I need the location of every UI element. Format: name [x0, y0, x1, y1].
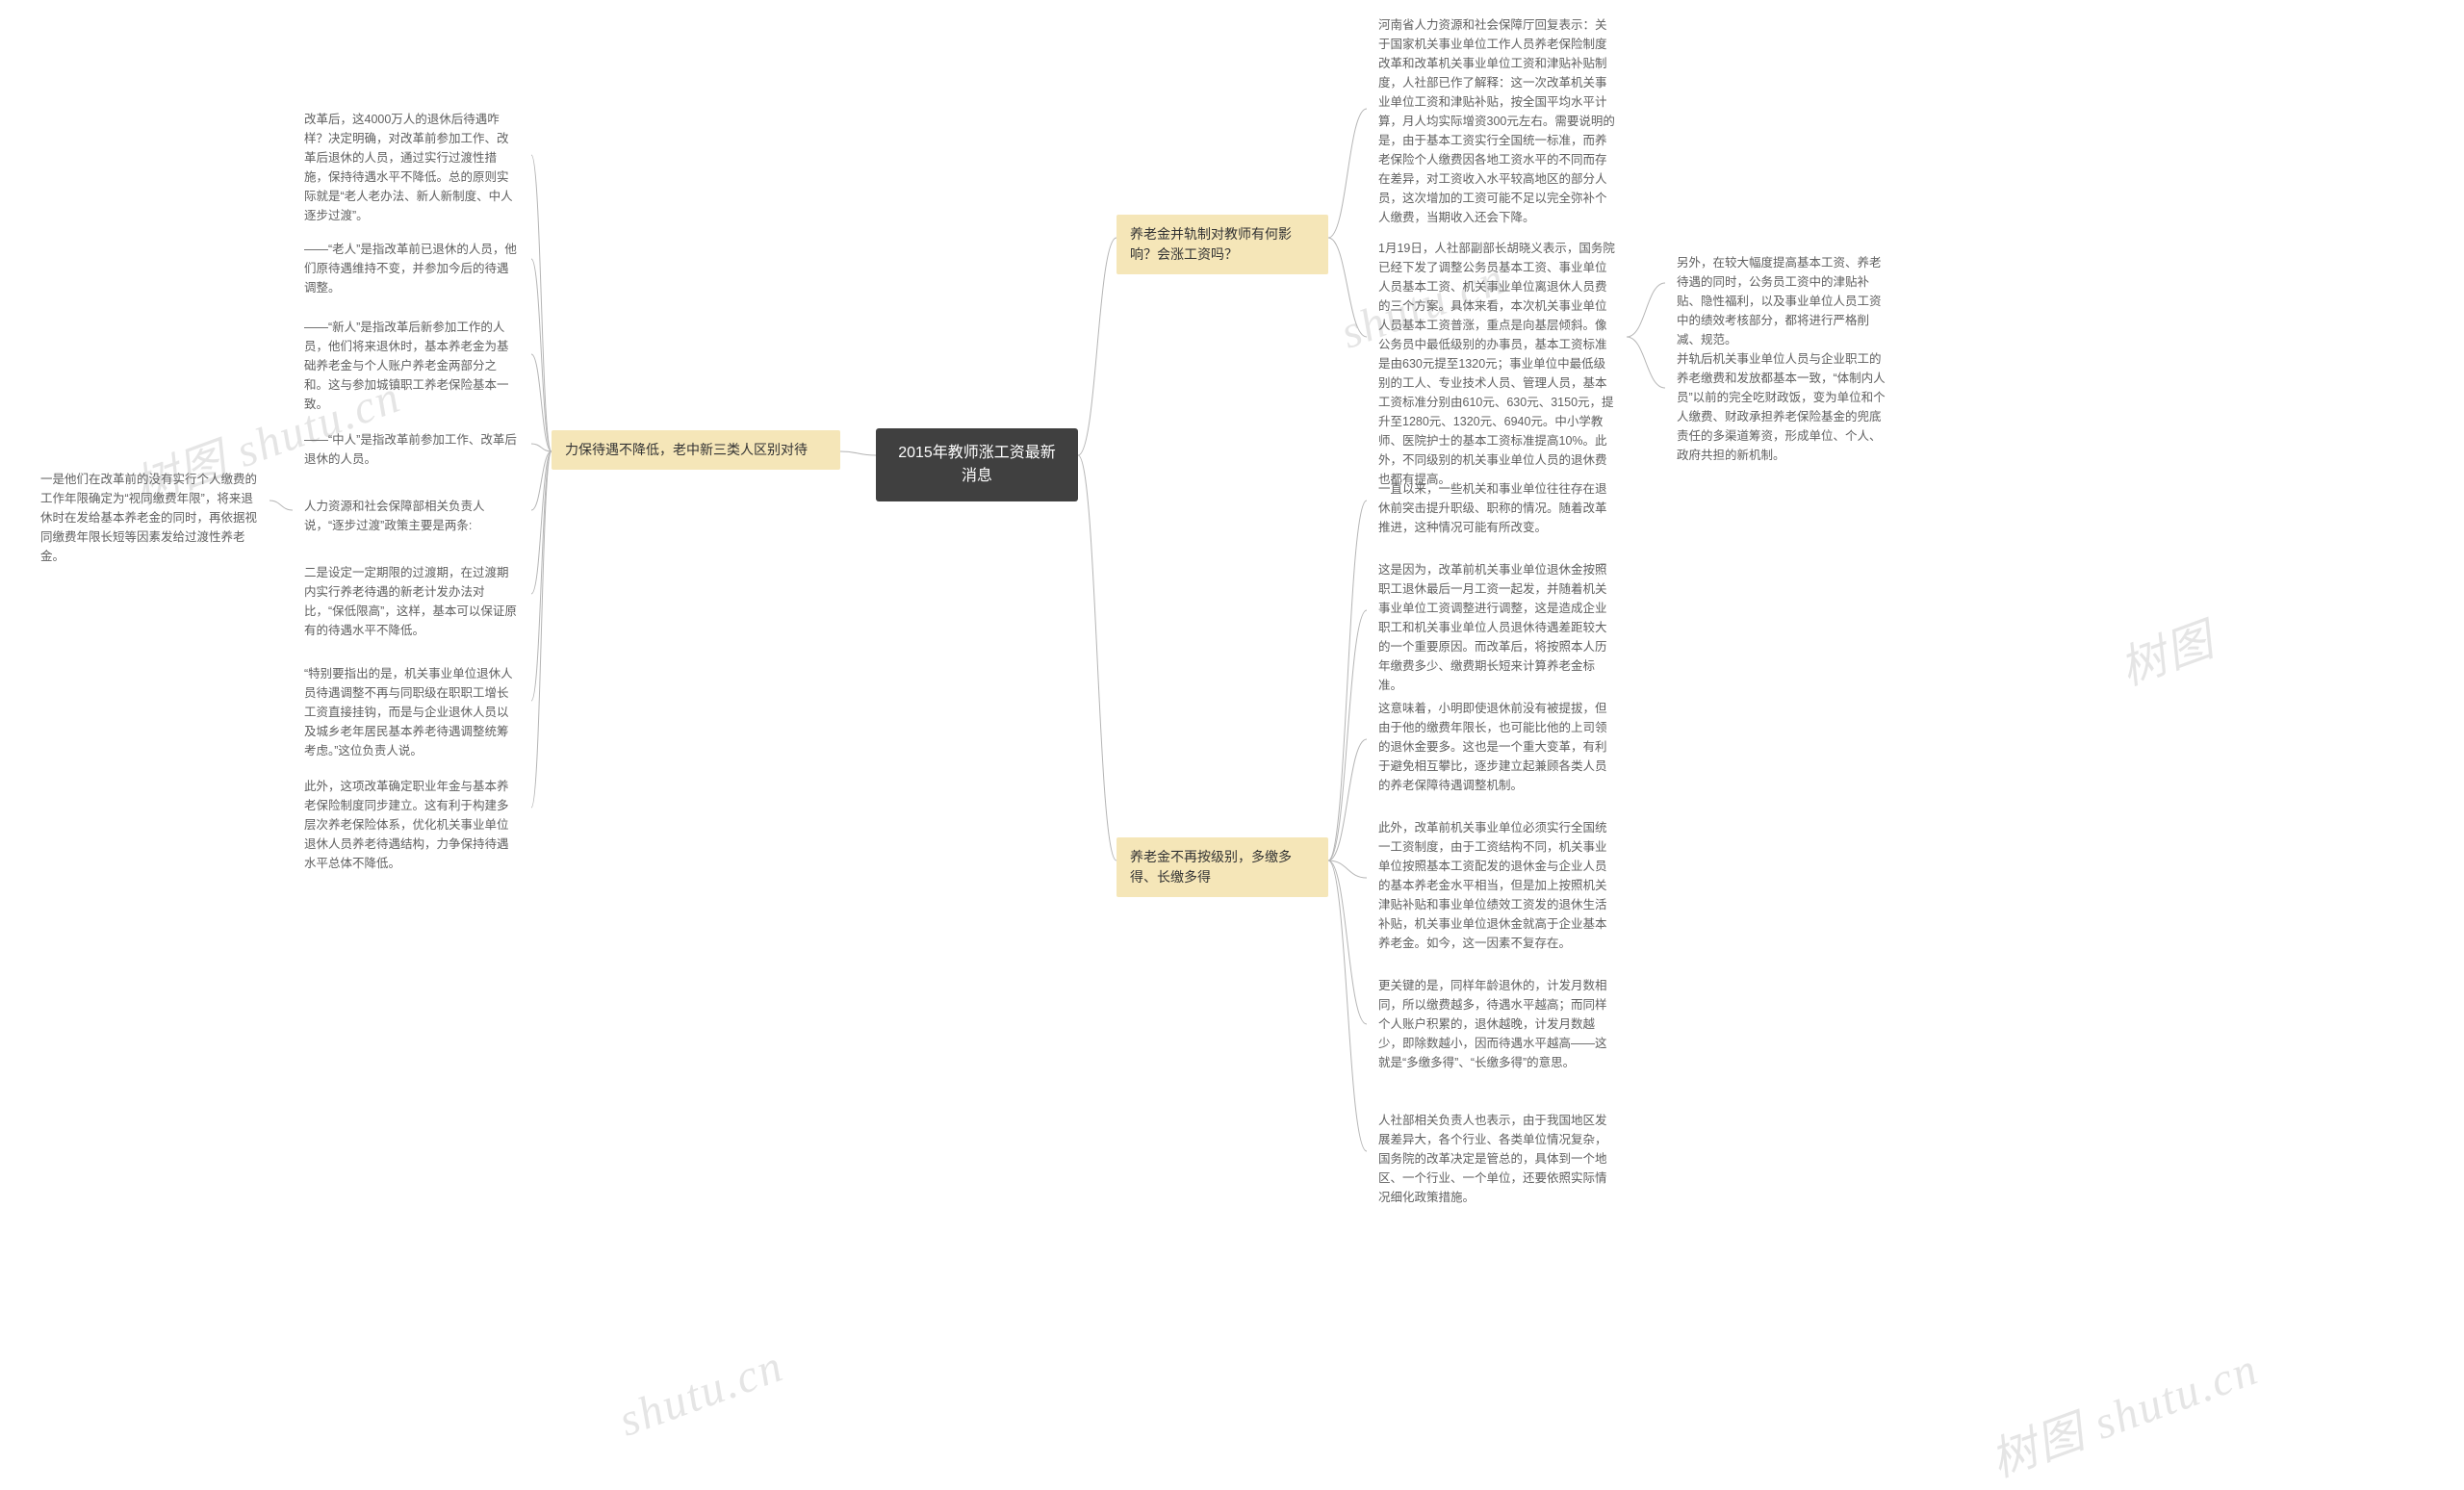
left-leaf-0: 改革后，这4000万人的退休后待遇咋样？决定明确，对改革前参加工作、改革后退休的… — [293, 102, 531, 233]
watermark-4: 树图 shutu.cn — [1980, 1330, 2267, 1489]
left-leaf-4: 人力资源和社会保障部相关负责人说，“逐步过渡”政策主要是两条: — [293, 489, 531, 543]
left-leaf-3: ——“中人”是指改革前参加工作、改革后退休的人员。 — [293, 423, 531, 476]
left-leaf-6: “特别要指出的是，机关事业单位退休人员待遇调整不再与同职级在职职工增长工资直接挂… — [293, 656, 531, 768]
right-0-leaf-1-sub-0: 另外，在较大幅度提高基本工资、养老待遇的同时，公务员工资中的津贴补贴、隐性福利，… — [1665, 245, 1902, 357]
left-leaf-1: ——“老人”是指改革前已退休的人员，他们原待遇维持不变，并参加今后的待遇调整。 — [293, 232, 531, 305]
left-leaf-7: 此外，这项改革确定职业年金与基本养老保险制度同步建立。这有利于构建多层次养老保险… — [293, 769, 531, 881]
right-0-leaf-0: 河南省人力资源和社会保障厅回复表示：关于国家机关事业单位工作人员养老保险制度改革… — [1367, 8, 1627, 235]
right-1-leaf-0: 一直以来，一些机关和事业单位往往存在退休前突击提升职级、职称的情况。随着改革推进… — [1367, 472, 1627, 545]
right-branch-0: 养老金并轨制对教师有何影响？会涨工资吗？ — [1116, 215, 1328, 274]
left-leaf-5: 二是设定一定期限的过渡期，在过渡期内实行养老待遇的新老计发办法对比，“保低限高”… — [293, 555, 531, 648]
left-leaf-2: ——“新人”是指改革后新参加工作的人员，他们将来退休时，基本养老金为基础养老金与… — [293, 310, 531, 422]
right-1-leaf-4: 更关键的是，同样年龄退休的，计发月数相同，所以缴费越多，待遇水平越高；而同样个人… — [1367, 968, 1627, 1080]
watermark-1: shutu.cn — [612, 1339, 790, 1447]
left-branch: 力保待遇不降低，老中新三类人区别对待 — [552, 430, 840, 470]
right-branch-1: 养老金不再按级别，多缴多得、长缴多得 — [1116, 837, 1328, 897]
right-1-leaf-1: 这是因为，改革前机关事业单位退休金按照职工退休最后一月工资一起发，并随着机关事业… — [1367, 552, 1627, 703]
right-1-leaf-3: 此外，改革前机关事业单位必须实行全国统一工资制度，由于工资结构不同，机关事业单位… — [1367, 810, 1627, 961]
right-0-leaf-1-sub-1: 并轨后机关事业单位人员与企业职工的养老缴费和发放都基本一致，“体制内人员”以前的… — [1665, 342, 1902, 473]
right-1-leaf-5: 人社部相关负责人也表示，由于我国地区发展差异大，各个行业、各类单位情况复杂，国务… — [1367, 1103, 1627, 1215]
watermark-3: 树图 — [2109, 602, 2222, 698]
right-1-leaf-2: 这意味着，小明即使退休前没有被提拔，但由于他的缴费年限长，也可能比他的上司领的退… — [1367, 691, 1627, 803]
right-0-leaf-1: 1月19日，人社部副部长胡晓义表示，国务院已经下发了调整公务员基本工资、事业单位… — [1367, 231, 1627, 497]
center-node: 2015年教师涨工资最新消息 — [876, 428, 1078, 501]
left-leaf-4-sub: 一是他们在改革前的没有实行个人缴费的工作年限确定为“视同缴费年限”，将来退休时在… — [29, 462, 270, 574]
